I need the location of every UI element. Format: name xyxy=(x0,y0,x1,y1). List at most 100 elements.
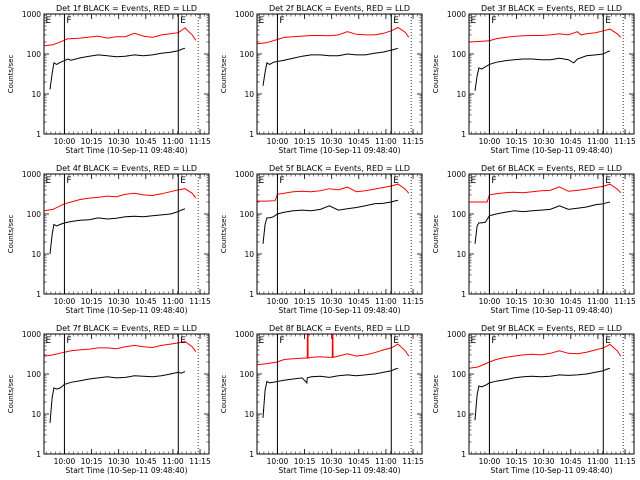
chart-title: Det 7f BLACK = Events, RED = LLD xyxy=(56,324,197,333)
y-tick-label: 1000 xyxy=(447,330,466,339)
event-vline-label: E xyxy=(393,16,399,26)
y-tick-label: 10 xyxy=(244,90,254,99)
y-axis-label: Counts/sec xyxy=(432,55,440,94)
x-tick-label: 10:00 xyxy=(267,137,289,146)
y-axis-label: Counts/sec xyxy=(7,375,15,414)
y-tick-label: 1000 xyxy=(447,170,466,179)
chart-panel: Det 2f BLACK = Events, RED = LLD Counts/s… xyxy=(220,4,424,155)
y-tick-label: 100 xyxy=(240,210,255,219)
series-line xyxy=(256,26,410,45)
left-edge-marker-label: E xyxy=(259,176,265,186)
x-tick-label: 11:15 xyxy=(189,457,211,466)
x-tick-label: 11:15 xyxy=(189,297,211,306)
series-line xyxy=(262,367,399,418)
plot-frame xyxy=(468,173,635,295)
y-tick-label: 10 xyxy=(456,410,466,419)
x-tick-label: 11:00 xyxy=(587,457,609,466)
x-tick-label: 10:15 xyxy=(294,297,316,306)
event-vline-label: F xyxy=(491,16,496,26)
x-tick-label: 10:30 xyxy=(108,457,130,466)
chart-panel: Det 5f BLACK = Events, RED = LLD Counts/s… xyxy=(220,164,424,315)
series-line xyxy=(474,50,611,91)
plot-frame xyxy=(256,173,423,295)
x-axis-label: Start Time (10-Sep-11 09:48:40) xyxy=(279,146,401,155)
y-axis-label: Counts/sec xyxy=(220,215,228,254)
y-tick-label: 10 xyxy=(244,410,254,419)
x-tick-label: 10:15 xyxy=(81,137,103,146)
x-tick-label: 11:00 xyxy=(587,137,609,146)
event-vline-label: F xyxy=(66,336,71,346)
x-tick-label: 10:15 xyxy=(506,457,528,466)
y-tick-label: 100 xyxy=(452,50,467,59)
x-tick-label: 10:45 xyxy=(135,457,157,466)
left-edge-marker-label: E xyxy=(46,16,52,26)
chart-panel: Det 1f BLACK = Events, RED = LLD Counts/s… xyxy=(7,4,211,155)
x-tick-label: 10:30 xyxy=(321,137,343,146)
x-tick-label: 11:00 xyxy=(162,457,184,466)
x-axis-label: Start Time (10-Sep-11 09:48:40) xyxy=(66,146,188,155)
series-line xyxy=(43,27,197,47)
x-tick-label: 10:30 xyxy=(108,137,130,146)
x-tick-label: 10:30 xyxy=(533,137,555,146)
series-line xyxy=(43,188,197,212)
y-tick-label: 1 xyxy=(249,290,254,299)
series-line xyxy=(474,201,611,244)
event-vline-label: F xyxy=(66,176,71,186)
event-vline-label: E xyxy=(605,176,611,186)
x-tick-label: 11:15 xyxy=(614,457,636,466)
y-tick-label: 1000 xyxy=(22,10,41,19)
y-tick-label: 1000 xyxy=(235,330,254,339)
chart-title: Det 5f BLACK = Events, RED = LLD xyxy=(269,164,410,173)
x-tick-label: 11:00 xyxy=(162,297,184,306)
chart-title: Det 4f BLACK = Events, RED = LLD xyxy=(56,164,197,173)
chart-title: Det 2f BLACK = Events, RED = LLD xyxy=(269,4,410,13)
left-edge-marker-label: E xyxy=(259,16,265,26)
event-vline-label: E xyxy=(393,336,399,346)
x-tick-label: 10:45 xyxy=(560,297,582,306)
y-tick-label: 1000 xyxy=(235,170,254,179)
x-tick-label: 10:45 xyxy=(348,457,370,466)
y-tick-label: 100 xyxy=(240,370,255,379)
y-axis-label: Counts/sec xyxy=(432,375,440,414)
y-tick-label: 10 xyxy=(31,90,41,99)
y-tick-label: 1 xyxy=(36,450,41,459)
x-axis-label: Start Time (10-Sep-11 09:48:40) xyxy=(279,466,401,475)
y-tick-label: 10 xyxy=(456,250,466,259)
chart-title: Det 8f BLACK = Events, RED = LLD xyxy=(269,324,410,333)
series-line xyxy=(256,333,410,366)
chart-panel: Det 7f BLACK = Events, RED = LLD Counts/s… xyxy=(7,324,211,475)
series-line xyxy=(262,199,399,244)
x-tick-label: 11:15 xyxy=(402,457,424,466)
x-tick-label: 10:30 xyxy=(533,297,555,306)
event-vline-label: E xyxy=(180,16,186,26)
left-edge-marker-label: E xyxy=(259,336,265,346)
event-vline-label: F xyxy=(491,176,496,186)
y-tick-label: 100 xyxy=(27,210,42,219)
event-vline-label: F xyxy=(66,16,71,26)
x-tick-label: 10:00 xyxy=(479,297,501,306)
event-vline-label: F xyxy=(491,336,496,346)
event-vline-label: E xyxy=(605,336,611,346)
y-tick-label: 10 xyxy=(31,250,41,259)
y-tick-label: 1000 xyxy=(22,330,41,339)
y-tick-label: 100 xyxy=(452,370,467,379)
x-axis-label: Start Time (10-Sep-11 09:48:40) xyxy=(66,466,188,475)
chart-panel: Det 3f BLACK = Events, RED = LLD Counts/s… xyxy=(432,4,636,155)
x-tick-label: 11:15 xyxy=(614,297,636,306)
series-line xyxy=(257,183,410,202)
x-tick-label: 10:45 xyxy=(348,297,370,306)
event-vline-label: F xyxy=(279,176,284,186)
x-tick-label: 10:30 xyxy=(533,457,555,466)
event-vline-label: E xyxy=(180,176,186,186)
chart-title: Det 1f BLACK = Events, RED = LLD xyxy=(56,4,197,13)
x-tick-label: 10:30 xyxy=(108,297,130,306)
x-tick-label: 10:00 xyxy=(479,137,501,146)
event-vline-label: F xyxy=(279,16,284,26)
series-line xyxy=(49,47,186,90)
y-tick-label: 100 xyxy=(240,50,255,59)
y-tick-label: 10 xyxy=(244,250,254,259)
plot-frame xyxy=(43,333,210,455)
x-axis-label: Start Time (10-Sep-11 09:48:40) xyxy=(66,306,188,315)
x-tick-label: 10:45 xyxy=(135,297,157,306)
